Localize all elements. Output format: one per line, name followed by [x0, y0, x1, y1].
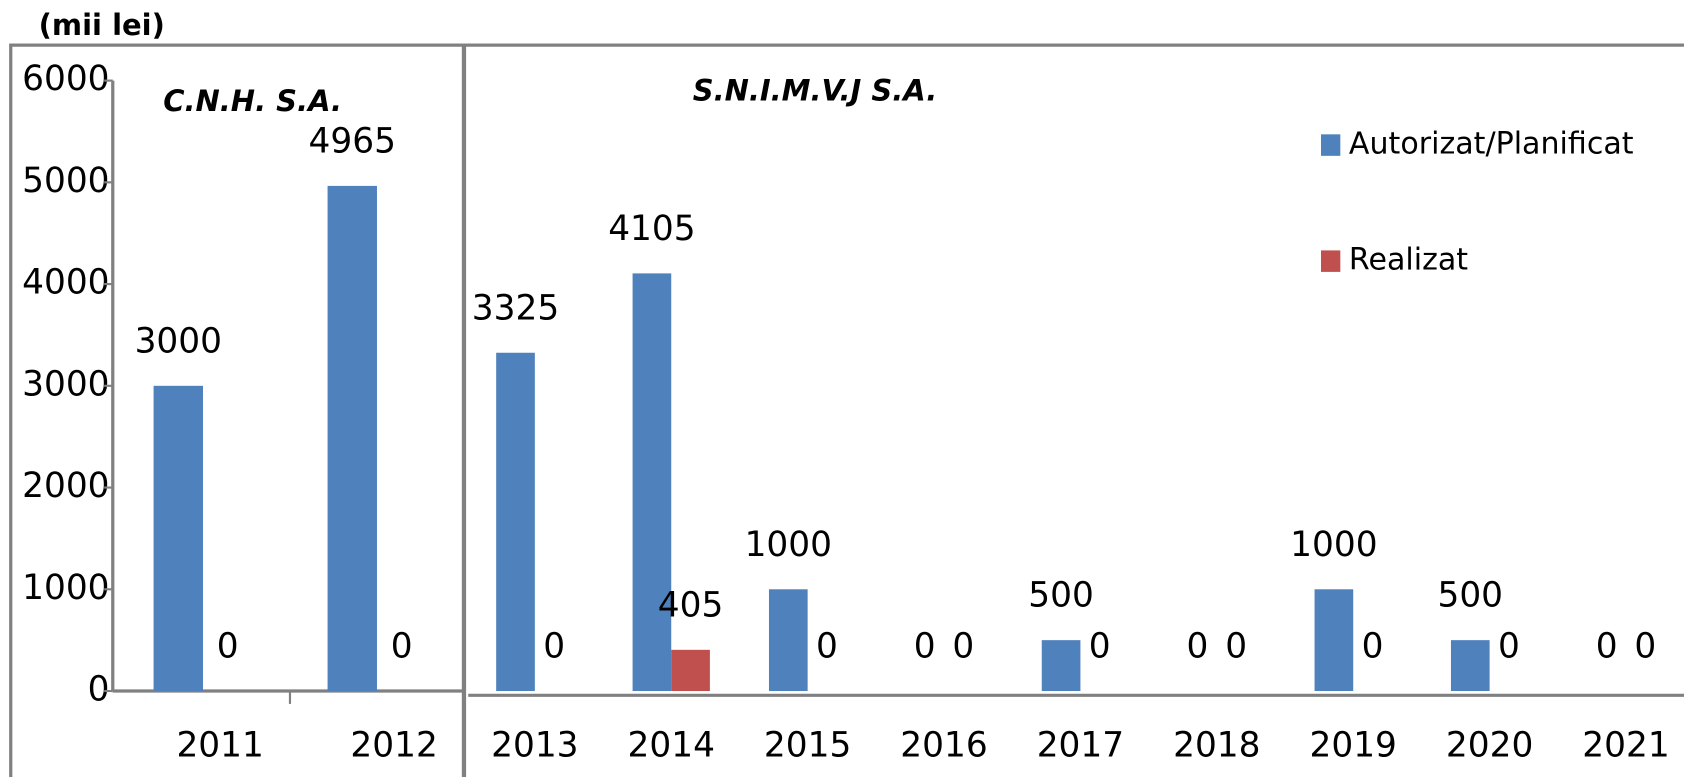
x-tick-label: 2021 — [1582, 725, 1669, 765]
x-tick-label: 2016 — [900, 725, 987, 765]
bar — [496, 352, 535, 692]
data-label: 1000 — [745, 525, 832, 565]
data-label: 0 — [1634, 627, 1656, 667]
bar — [153, 385, 203, 692]
x-tick-label: 2018 — [1173, 725, 1260, 765]
data-label: 0 — [1596, 627, 1618, 667]
legend-label: Realizat — [1349, 243, 1468, 278]
data-label: 0 — [1187, 627, 1209, 667]
x-tick-label: 2019 — [1310, 725, 1397, 765]
data-label: 0 — [543, 627, 565, 667]
data-label: 1000 — [1290, 525, 1377, 565]
x-tick-label: 2020 — [1446, 725, 1533, 765]
data-label: 0 — [1362, 627, 1384, 667]
data-label: 4105 — [608, 209, 695, 249]
bar — [671, 649, 710, 692]
y-tick-label: 5000 — [22, 161, 109, 201]
y-tick-label: 0 — [88, 670, 110, 710]
bar — [1041, 640, 1081, 692]
data-label: 405 — [658, 585, 724, 625]
bar — [1450, 640, 1490, 692]
x-tick-label: 2014 — [628, 725, 715, 765]
bar — [768, 589, 808, 692]
bar — [327, 185, 377, 692]
data-label: 3000 — [135, 321, 222, 361]
legend-swatch — [1320, 250, 1341, 272]
y-tick-label: 6000 — [22, 59, 109, 99]
unit-label: (mii lei) — [39, 8, 165, 42]
x-tick-label: 2011 — [176, 725, 263, 765]
y-tick-label: 3000 — [22, 364, 109, 404]
data-label: 0 — [217, 627, 239, 667]
legend-swatch — [1320, 134, 1341, 156]
x-tick-label: 2017 — [1037, 725, 1124, 765]
frame — [9, 43, 1684, 777]
y-tick-label: 2000 — [22, 466, 109, 506]
bar — [632, 273, 672, 692]
y-tick-label: 4000 — [22, 263, 109, 303]
x-tick-label: 2013 — [491, 725, 578, 765]
data-label: 500 — [1437, 576, 1503, 616]
data-label: 0 — [1089, 627, 1111, 667]
legend-label: Autorizat/Planificat — [1349, 127, 1634, 162]
panel-label: S.N.I.M.V.J S.A. — [693, 73, 938, 107]
panel-label: C.N.H. S.A. — [163, 84, 342, 118]
bar — [1314, 589, 1354, 692]
data-label: 500 — [1028, 576, 1094, 616]
data-label: 0 — [1498, 627, 1520, 667]
data-label: 0 — [1225, 627, 1247, 667]
data-label: 0 — [914, 627, 936, 667]
data-label: 4965 — [309, 121, 396, 161]
data-label: 0 — [391, 627, 413, 667]
x-tick-label: 2012 — [350, 725, 437, 765]
x-tick-label: 2015 — [764, 725, 851, 765]
data-label: 0 — [816, 627, 838, 667]
data-label: 3325 — [472, 288, 559, 328]
data-label: 0 — [952, 627, 974, 667]
y-tick-label: 1000 — [22, 568, 109, 608]
